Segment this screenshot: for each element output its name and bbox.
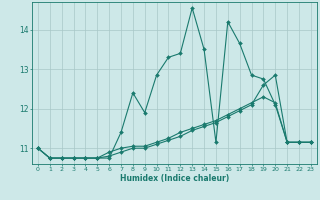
X-axis label: Humidex (Indice chaleur): Humidex (Indice chaleur) — [120, 174, 229, 183]
